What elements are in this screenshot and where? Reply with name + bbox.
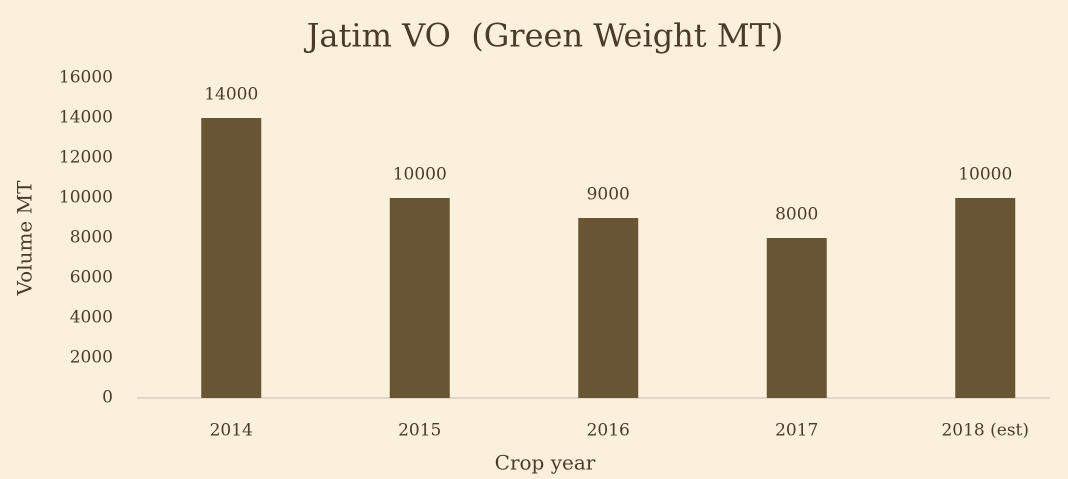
x-tick-label: 2016	[587, 421, 630, 441]
data-label: 14000	[204, 85, 258, 105]
y-tick-label: 0	[102, 388, 113, 408]
y-tick-label: 14000	[59, 108, 113, 128]
y-tick-label: 16000	[59, 68, 113, 88]
bar	[578, 218, 639, 398]
x-tick-label: 2014	[210, 421, 253, 441]
y-tick-label: 2000	[70, 348, 113, 368]
bar	[389, 198, 450, 398]
y-tick-label: 10000	[59, 188, 113, 208]
chart-title: Jatim VO (Green Weight MT)	[304, 17, 784, 55]
x-tick-label: 2017	[775, 421, 818, 441]
y-axis-title: Volume MT	[13, 180, 37, 297]
y-tick-label: 4000	[70, 308, 113, 328]
y-tick-label: 8000	[70, 228, 113, 248]
x-axis-title: Crop year	[495, 451, 596, 475]
bar	[766, 238, 827, 398]
x-tick-label: 2018 (est)	[941, 421, 1029, 441]
x-tick-label: 2015	[398, 421, 441, 441]
bar	[955, 198, 1016, 398]
y-tick-label: 12000	[59, 148, 113, 168]
y-tick-label: 6000	[70, 268, 113, 288]
data-label: 10000	[393, 165, 447, 185]
data-label: 9000	[587, 185, 630, 205]
data-label: 8000	[775, 205, 818, 225]
data-label: 10000	[958, 165, 1012, 185]
bar	[201, 118, 262, 398]
